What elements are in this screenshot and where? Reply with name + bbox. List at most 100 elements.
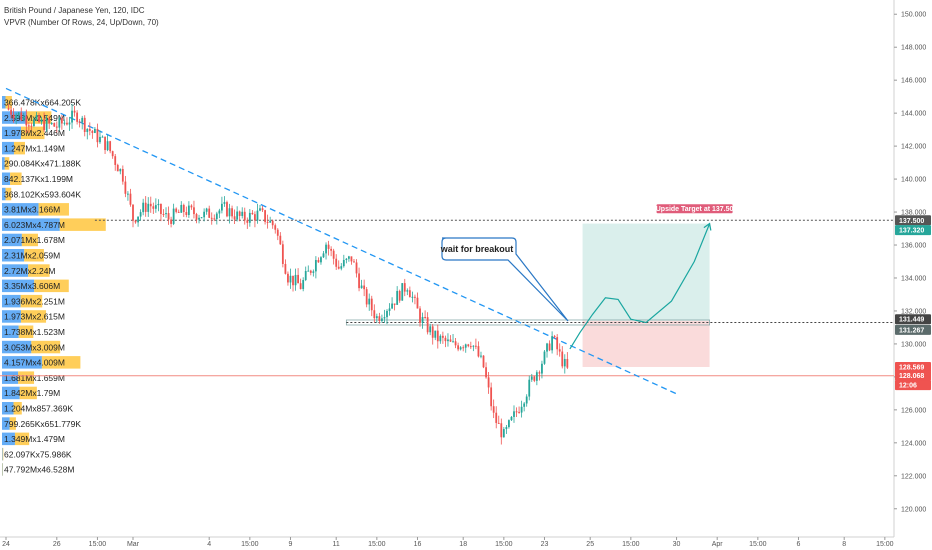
candle-body: [548, 343, 551, 351]
volume-row-label: 366.478Kx664.205K: [4, 98, 81, 108]
projection-path: [569, 223, 711, 350]
volume-row-label: 1.738Mx1.523M: [4, 327, 65, 337]
price-tag-text: 12:06: [899, 383, 917, 390]
candle-body: [246, 220, 249, 223]
candle-body: [88, 128, 91, 131]
volume-buy-bar: [2, 126, 21, 140]
volume-sell-bar: [34, 279, 69, 293]
volume-buy-bar: [2, 172, 11, 185]
y-tick-label: 132.000: [901, 308, 926, 315]
candle-body: [162, 213, 165, 215]
candle-body: [302, 280, 305, 290]
candle-body: [114, 156, 117, 165]
y-tick-label: 124.000: [901, 440, 926, 447]
candle-body: [292, 275, 294, 286]
candle-body: [218, 210, 221, 214]
volume-buy-bar: [2, 356, 42, 369]
volume-row-label: 6.023Mx4.787M: [4, 220, 65, 230]
target-label-bg: [656, 204, 733, 214]
candle-body: [193, 207, 195, 215]
candle-body: [563, 358, 566, 367]
x-tick-label: 11: [333, 541, 340, 548]
volume-sell-bar: [28, 264, 50, 277]
volume-buy-bar: [2, 96, 6, 109]
projection-arrowhead: [703, 222, 712, 231]
y-tick-label: 126.000: [901, 407, 926, 414]
volume-row-label: 799.265Kx651.779K: [4, 419, 81, 429]
candle-body: [312, 271, 315, 273]
candle-body: [297, 274, 299, 284]
candle-body: [10, 109, 12, 115]
y-tick-label: 150.000: [901, 12, 926, 19]
candle-body: [414, 296, 416, 298]
price-tag: [895, 380, 931, 391]
candle-body: [330, 248, 333, 251]
volume-buy-bar: [2, 294, 21, 308]
volume-row-label: 1.349Mx1.479M: [4, 434, 65, 444]
candle-body: [436, 330, 439, 342]
volume-buy-bar: [2, 264, 29, 277]
x-tick-label: 25: [586, 541, 594, 548]
candle-body: [408, 290, 411, 298]
candle-body: [528, 379, 531, 397]
candle-body: [325, 244, 327, 254]
candle-body: [76, 112, 79, 122]
candle-body: [505, 427, 508, 430]
candle-body: [160, 203, 162, 214]
y-tick-label: 140.000: [901, 177, 926, 184]
candles: [7, 103, 569, 445]
x-tick-label: 15:00: [876, 541, 894, 548]
candle-body: [281, 244, 284, 264]
candle-body: [147, 203, 150, 212]
candle-body: [15, 114, 18, 119]
candle-body: [370, 298, 373, 311]
volume-sell-bar: [21, 233, 38, 247]
candle-body: [340, 266, 343, 269]
volume-sell-bar: [13, 141, 26, 155]
y-tick-label: 120.000: [901, 506, 926, 513]
candle-body: [327, 244, 330, 249]
x-tick-label: 6: [797, 541, 801, 548]
x-tick-label: Mar: [127, 541, 140, 548]
candle-body: [337, 266, 340, 269]
candle-body: [510, 416, 513, 421]
candle-body: [104, 136, 106, 151]
candle-body: [358, 273, 360, 289]
candle-body: [355, 262, 358, 274]
price-tag-text: 131.267: [899, 327, 924, 334]
candle-body: [50, 123, 53, 125]
volume-sell-bar: [20, 294, 43, 308]
y-tick-label: 144.000: [901, 111, 926, 118]
candle-body: [40, 119, 43, 123]
volume-buy-bar: [2, 325, 19, 338]
candle-body: [485, 367, 487, 378]
candle-body: [157, 203, 160, 206]
candle-body: [276, 229, 279, 236]
candle-body: [111, 151, 114, 157]
candle-body: [508, 420, 510, 428]
volume-row-label: 290.084Kx471.188K: [4, 159, 81, 169]
candle-body: [467, 344, 470, 347]
y-tick-label: 138.000: [901, 210, 926, 217]
candle-body: [259, 208, 261, 211]
candle-body: [566, 358, 569, 368]
candle-body: [45, 118, 48, 131]
candle-body: [401, 283, 404, 301]
volume-buy-bar: [2, 141, 14, 155]
volume-sell-bar: [19, 386, 37, 400]
candle-body: [175, 208, 178, 212]
candle-body: [403, 283, 406, 292]
candle-body: [477, 346, 480, 357]
candle-body: [12, 114, 15, 119]
y-tick-label: 134.000: [901, 275, 926, 282]
candle-body: [25, 116, 28, 126]
candle-body: [287, 273, 289, 283]
volume-row-label: 2.31Mx2.059M: [4, 251, 60, 261]
volume-profile: 366.478Kx664.205K 2.593Mx2.549M 1.978Mx2.4…: [2, 96, 106, 476]
candle-body: [73, 110, 76, 113]
volume-row-label: 842.137Kx1.199M: [4, 174, 73, 184]
candle-body: [464, 344, 467, 348]
candle-body: [525, 396, 528, 404]
candle-body: [20, 112, 23, 121]
